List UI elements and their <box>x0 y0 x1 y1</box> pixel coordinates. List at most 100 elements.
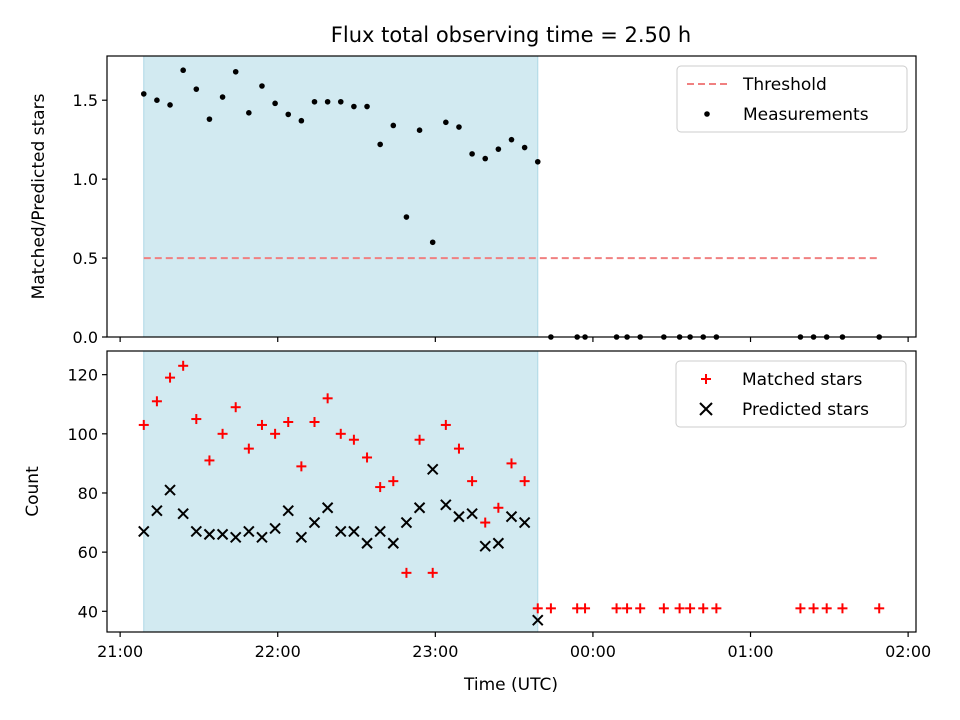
axes-frame <box>106 350 917 633</box>
predicted-star-marker <box>387 537 400 549</box>
predicted-star-marker <box>505 510 518 523</box>
matched-star-marker <box>309 416 320 427</box>
predicted-star-marker <box>269 522 281 535</box>
matched-star-marker <box>821 603 832 614</box>
y-tick-label: 60 <box>78 543 98 562</box>
matched-star-marker <box>414 434 425 445</box>
y-axis-label: Count <box>23 466 43 517</box>
measurement-point <box>443 119 449 126</box>
chart-title: Flux total observing time = 2.50 h <box>331 23 691 47</box>
matched-star-marker <box>635 603 646 614</box>
measurement-point <box>429 239 436 246</box>
measurement-point <box>482 155 489 162</box>
predicted-star-marker <box>321 502 334 514</box>
matched-star-marker <box>685 603 696 614</box>
predicted-star-marker <box>466 507 478 520</box>
predicted-star-marker <box>295 531 308 544</box>
y-tick-label: 1.0 <box>73 170 98 189</box>
x-tick-label: 00:00 <box>570 642 616 661</box>
matched-star-marker <box>874 603 885 614</box>
matched-star-marker <box>480 517 491 528</box>
measurement-point <box>259 83 265 89</box>
predicted-star-marker <box>492 537 505 549</box>
measurement-point <box>337 98 344 105</box>
x-tick-label: 02:00 <box>885 642 931 661</box>
predicted-star-marker <box>308 516 321 529</box>
predicted-star-marker <box>177 507 189 520</box>
measurement-point <box>364 103 370 110</box>
matched-star-marker <box>440 419 451 430</box>
predicted-star-marker <box>282 505 294 517</box>
predicted-star-marker <box>361 537 373 549</box>
predicted-star-marker <box>138 525 150 538</box>
x-axis-label: Time (UTC) <box>463 675 558 695</box>
matched-star-marker <box>545 603 556 614</box>
measurement-point <box>324 98 331 105</box>
measurement-point <box>521 144 528 151</box>
measurement-point <box>416 127 423 133</box>
matched-star-marker <box>191 414 202 425</box>
matched-star-marker <box>178 360 189 371</box>
series-matched-stars <box>138 360 885 614</box>
measurement-point <box>246 110 252 116</box>
matched-star-marker <box>622 603 633 614</box>
predicted-star-marker <box>164 484 176 496</box>
y-tick-label: 100 <box>67 425 98 444</box>
matched-star-marker <box>808 603 819 614</box>
predicted-star-marker <box>532 614 544 626</box>
matched-star-marker <box>837 603 848 614</box>
y-axis-label: Matched/Predicted stars <box>29 93 49 299</box>
x-tick-label: 23:00 <box>412 642 458 661</box>
matched-star-marker <box>375 482 386 493</box>
measurement-point <box>351 103 357 110</box>
predicted-star-marker <box>151 505 163 517</box>
matched-star-marker <box>138 419 149 430</box>
matched-star-marker <box>674 603 685 614</box>
predicted-star-marker <box>374 525 386 538</box>
measurement-point <box>219 94 226 100</box>
predicted-star-marker <box>229 531 242 544</box>
matched-star-marker <box>348 434 359 445</box>
predicted-star-marker <box>243 525 255 538</box>
measurement-point <box>298 117 305 124</box>
measurement-point <box>390 122 397 129</box>
legend-predicted-swatch <box>699 402 713 416</box>
legend-box <box>676 65 908 133</box>
matched-star-marker <box>151 396 162 407</box>
matched-star-marker <box>493 502 504 513</box>
x-tick-label: 01:00 <box>727 642 773 661</box>
matched-star-marker <box>795 603 806 614</box>
top-panel: 0.0 0.5 1.0 1.5 Matched/Predicted stars Thres… <box>29 55 917 347</box>
measurement-point <box>232 68 239 75</box>
measurement-point <box>495 146 502 152</box>
measurement-point <box>508 136 515 143</box>
matched-star-marker <box>204 455 215 466</box>
matched-star-marker <box>362 452 373 463</box>
measurement-point <box>403 214 410 220</box>
y-tick-label: 1.5 <box>73 91 98 110</box>
measurement-point <box>206 116 213 122</box>
matched-star-marker <box>217 428 228 439</box>
predicted-star-marker <box>190 525 203 538</box>
matched-star-marker <box>532 603 543 614</box>
matched-star-marker <box>230 402 241 413</box>
measurement-point <box>193 86 200 92</box>
measurement-point <box>456 124 462 130</box>
predicted-star-marker <box>413 502 426 514</box>
matched-star-marker <box>256 419 267 430</box>
matched-star-marker <box>698 603 709 614</box>
predicted-star-marker <box>479 540 491 552</box>
matched-star-marker <box>658 603 669 614</box>
predicted-star-marker <box>216 528 229 541</box>
measurement-point <box>285 111 292 118</box>
predicted-star-marker <box>453 510 465 523</box>
matched-star-marker <box>453 443 464 454</box>
matched-star-marker <box>611 603 622 614</box>
y-tick-label: 0.5 <box>73 249 98 268</box>
matched-star-marker <box>335 428 346 439</box>
matched-star-marker <box>270 428 281 439</box>
measurement-point <box>180 67 186 74</box>
measurement-point <box>167 102 173 108</box>
legend: Threshold Measurements <box>676 65 908 133</box>
y-tick-label: 80 <box>78 484 98 503</box>
